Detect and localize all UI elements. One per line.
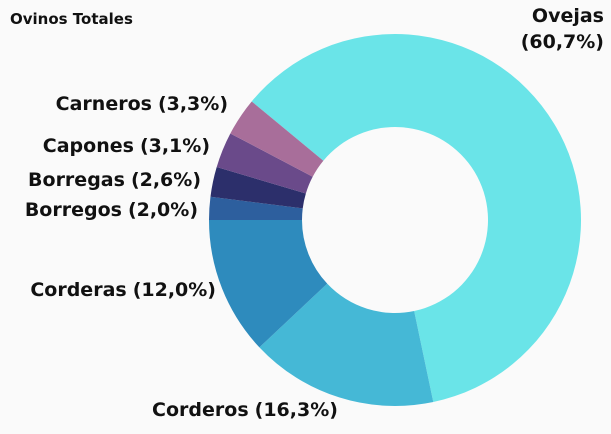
slice-name: Borregas [28,169,125,191]
slice-label: Carneros (3,3%) [56,93,228,115]
donut-slice [216,133,313,194]
slice-name: Carneros [56,93,152,115]
slice-name: Borregos [25,199,122,221]
slice-name: Capones [43,135,134,157]
slice-label: Borregas (2,6%) [28,169,201,191]
slice-label: Corderos (16,3%) [152,399,338,421]
slice-label: Corderas (12,0%) [30,279,216,301]
slice-value-label: (12,0%) [133,279,216,301]
slice-value-label: (16,3%) [255,399,338,421]
donut-slice [210,166,306,209]
slice-value-label: (2,0%) [128,199,198,221]
slice-value-label: (60,7%) [521,31,604,53]
donut-slice [209,196,303,220]
chart-title: Ovinos Totales [10,10,133,28]
slice-label: Capones (3,1%) [43,135,210,157]
slice-value-label: (3,3%) [158,93,228,115]
donut-slice [251,34,581,403]
donut-slice [230,101,324,177]
slice-label: Borregos (2,0%) [25,199,198,221]
slice-value-label: (3,1%) [140,135,210,157]
donut-slice [209,220,328,348]
slice-label: Ovejas [532,5,604,27]
slice-name: Corderas [30,279,126,301]
slice-value-label: (2,6%) [131,169,201,191]
donut-slice [259,283,434,406]
slice-name: Corderos [152,399,249,421]
